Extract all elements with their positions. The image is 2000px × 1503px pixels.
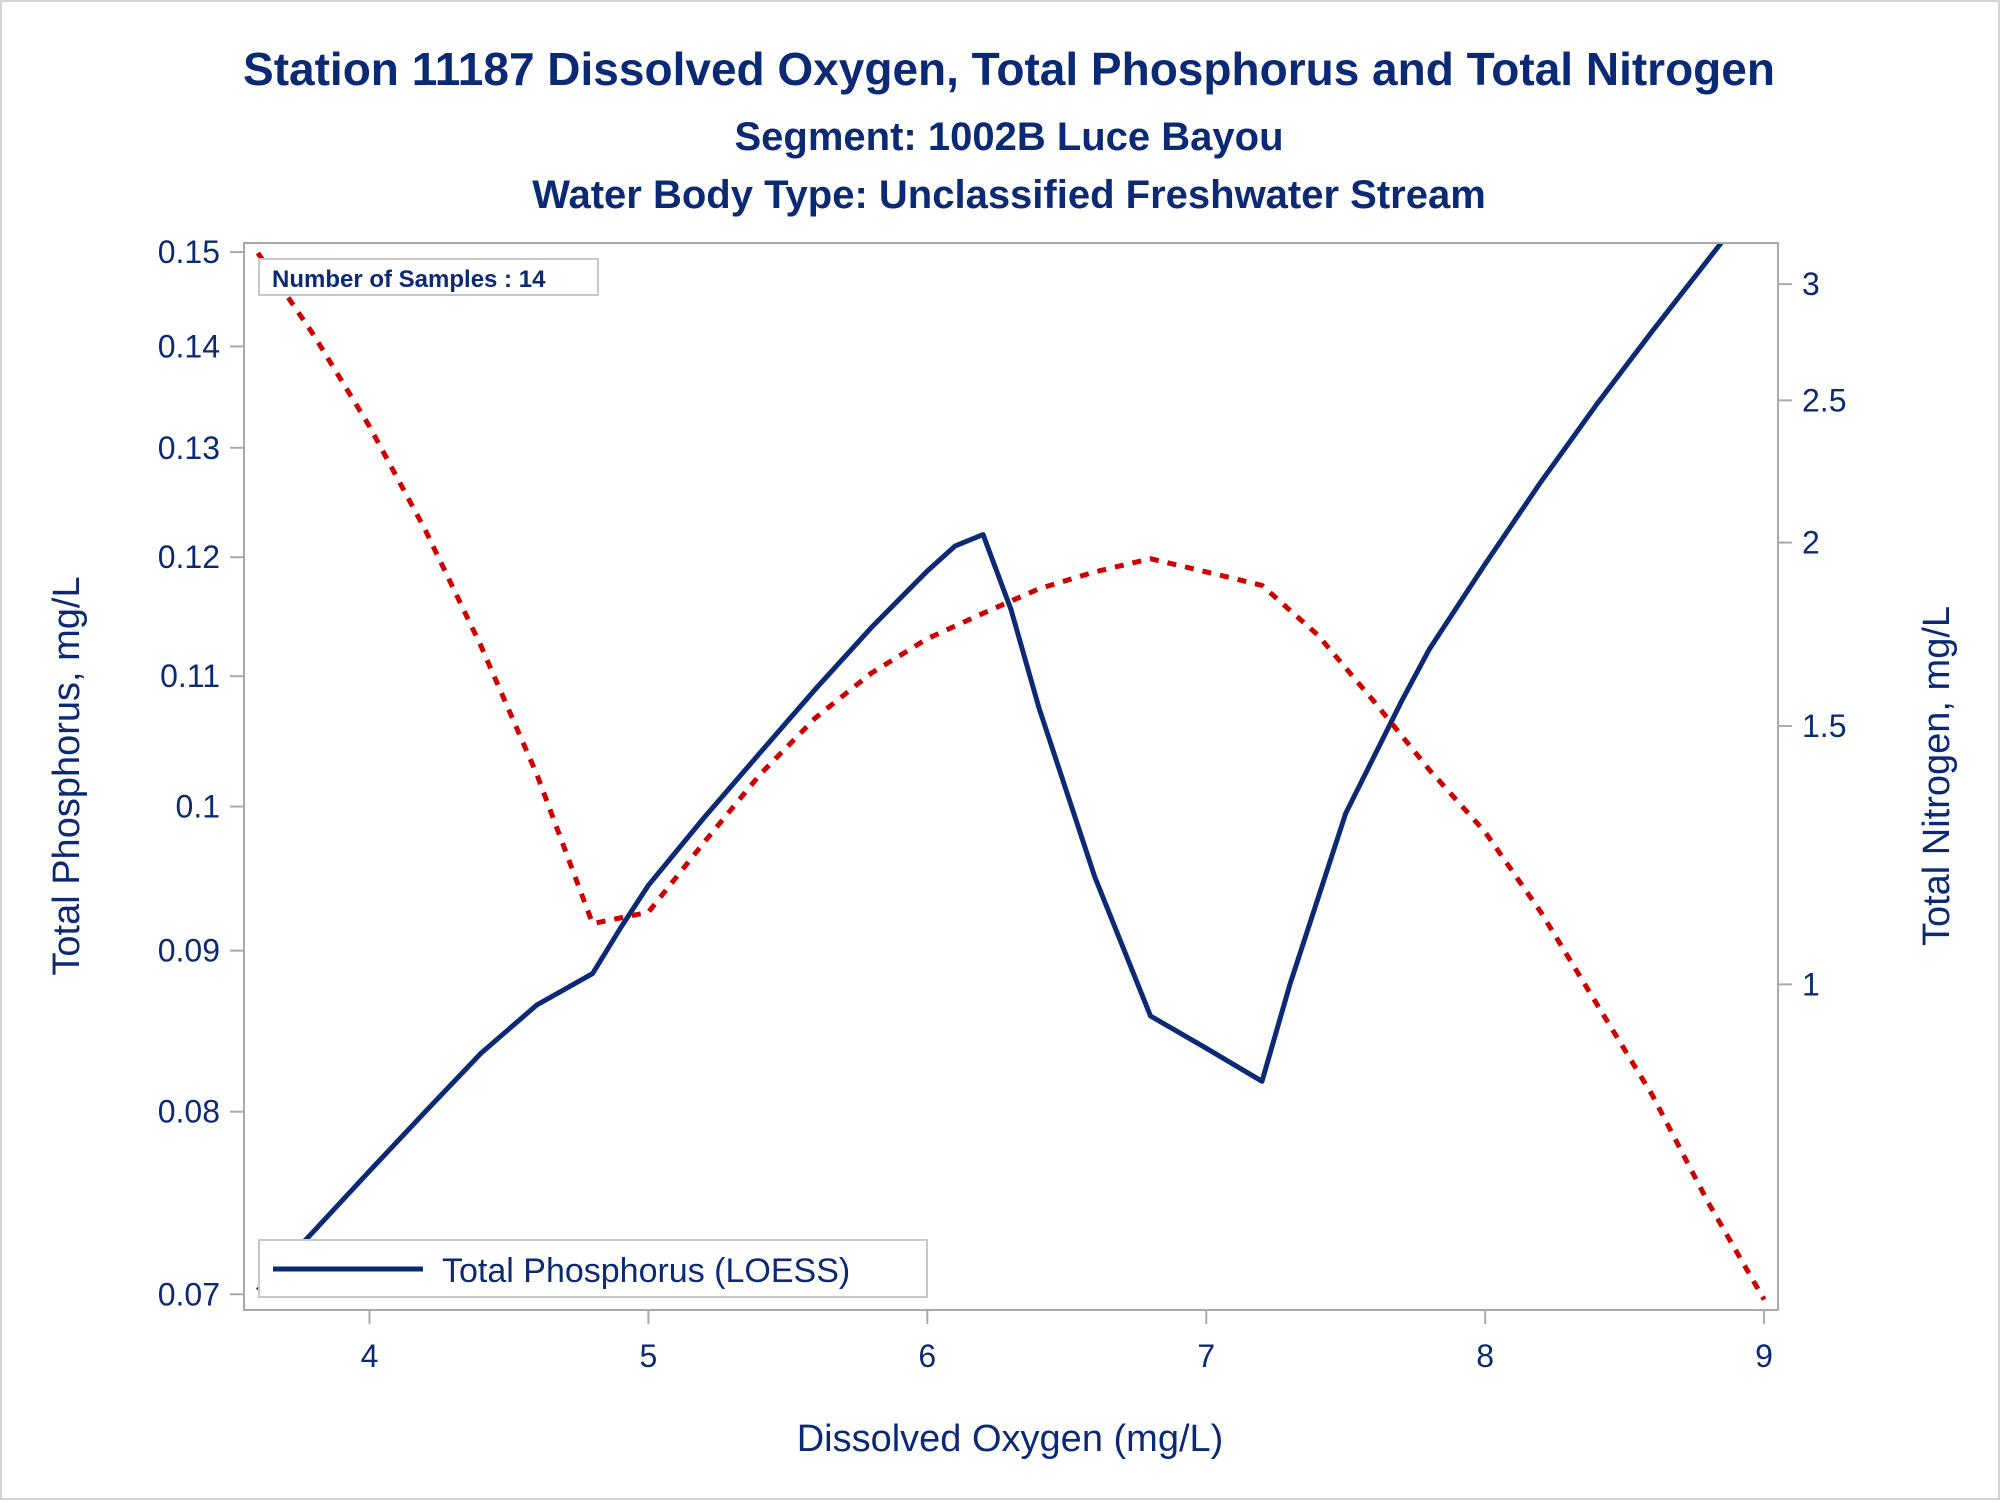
legend: Total Phosphorus (LOESS)	[258, 1239, 928, 1298]
y-axis-label: Total Phosphorus, mg/L	[46, 576, 88, 975]
y2-tick-label: 3	[1802, 266, 1820, 302]
y-tick-label: 0.11	[160, 658, 220, 694]
y-tick-label: 0.12	[158, 539, 220, 575]
chart-title: Station 11187 Dissolved Oxygen, Total Ph…	[243, 43, 1775, 95]
y2-tick-label: 2.5	[1802, 382, 1846, 418]
y-tick-label: 0.1	[176, 789, 220, 825]
y-tick-label: 0.13	[158, 430, 220, 466]
x-tick-label: 6	[918, 1338, 936, 1374]
chart-subtitle-segment: Segment: 1002B Luce Bayou	[734, 115, 1283, 159]
x-tick-label: 9	[1755, 1338, 1773, 1374]
y2-tick-label: 2	[1802, 525, 1820, 561]
x-axis-label: Dissolved Oxygen (mg/L)	[797, 1418, 1224, 1460]
x-tick-label: 5	[640, 1338, 658, 1374]
legend-label-phosphorus: Total Phosphorus (LOESS)	[442, 1252, 850, 1290]
y2-axis-label: Total Nitrogen, mg/L	[1916, 606, 1958, 946]
series-line-nitrogen	[255, 251, 1767, 1301]
y2-axis-ticks: 1 1.5 2 2.5 3	[1778, 266, 1846, 1002]
y2-tick-label: 1.5	[1802, 708, 1846, 744]
samples-inset: Number of Samples : 14	[258, 258, 599, 296]
y2-tick-label: 1	[1802, 966, 1820, 1002]
y-tick-label: 0.15	[158, 234, 220, 270]
x-tick-label: 7	[1197, 1338, 1215, 1374]
x-axis-ticks: 4 5 6 7 8 9	[361, 1310, 1773, 1374]
series-layer	[255, 243, 1767, 1301]
x-tick-label: 4	[361, 1338, 379, 1374]
samples-inset-box	[258, 258, 599, 296]
series-line-phosphorus	[256, 243, 1725, 1293]
y-tick-label: 0.14	[158, 328, 220, 364]
x-tick-label: 8	[1476, 1338, 1494, 1374]
plot-area-frame	[243, 242, 1779, 1311]
y-tick-label: 0.07	[158, 1276, 220, 1312]
y-tick-label: 0.08	[158, 1094, 220, 1130]
y-tick-label: 0.09	[158, 933, 220, 969]
samples-count-label: Number of Samples : 14	[272, 266, 546, 293]
chart-subtitle-waterbody: Water Body Type: Unclassified Freshwater…	[532, 173, 1486, 217]
y-axis-ticks: 0.07 0.08 0.09 0.1 0.11 0.12 0.13 0.14 0.15	[158, 234, 244, 1312]
